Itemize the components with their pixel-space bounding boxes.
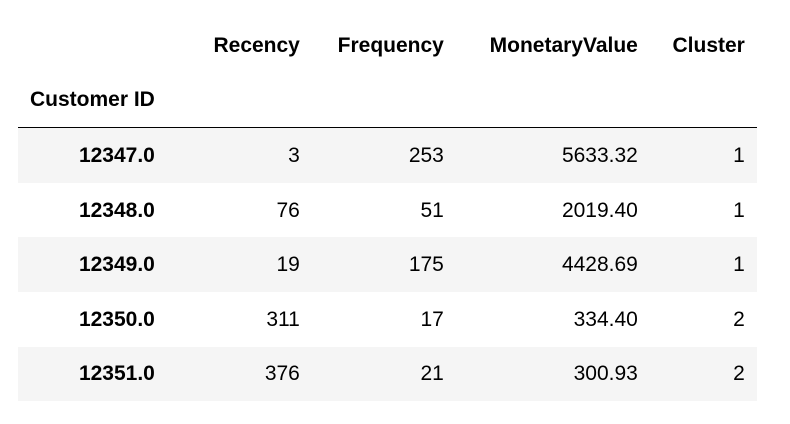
row-index-cell: 12351.0 bbox=[78, 362, 155, 386]
index-name-row: Customer ID bbox=[18, 72, 757, 129]
header-corner-cell bbox=[18, 18, 179, 73]
index-row-empty-cell bbox=[443, 72, 638, 129]
monetary-value-cell: 300.93 bbox=[573, 362, 638, 386]
monetary-value-cell: 5633.32 bbox=[561, 143, 638, 167]
index-name-label: Customer ID bbox=[18, 72, 179, 129]
column-header-monetary-value: MonetaryValue bbox=[489, 33, 638, 57]
column-header-frequency: Frequency bbox=[337, 33, 444, 57]
frequency-cell: 253 bbox=[408, 143, 444, 167]
row-index-cell: 12349.0 bbox=[78, 253, 155, 277]
row-index-cell: 12347.0 bbox=[78, 143, 155, 167]
index-row-empty-cell bbox=[178, 72, 300, 129]
cluster-cell: 2 bbox=[733, 307, 745, 331]
table-row: 12350.0 311 17 334.40 2 bbox=[18, 291, 757, 347]
recency-cell: 3 bbox=[288, 143, 300, 167]
recency-cell: 76 bbox=[276, 198, 300, 222]
dataframe-table: Recency Frequency MonetaryValue Cluster … bbox=[18, 18, 757, 402]
frequency-cell: 17 bbox=[420, 307, 444, 331]
table-body: 12347.0 3 253 5633.32 1 12348.0 76 51 20… bbox=[18, 127, 757, 402]
monetary-value-cell: 2019.40 bbox=[561, 198, 638, 222]
table-header: Recency Frequency MonetaryValue Cluster … bbox=[18, 18, 757, 129]
frequency-cell: 21 bbox=[420, 362, 444, 386]
column-header-cluster: Cluster bbox=[672, 33, 745, 57]
cluster-cell: 1 bbox=[733, 253, 745, 277]
recency-cell: 376 bbox=[264, 362, 300, 386]
column-header-recency: Recency bbox=[213, 33, 300, 57]
monetary-value-cell: 334.40 bbox=[573, 307, 638, 331]
row-index-cell: 12350.0 bbox=[78, 307, 155, 331]
monetary-value-cell: 4428.69 bbox=[561, 253, 638, 277]
recency-cell: 19 bbox=[276, 253, 300, 277]
row-index-cell: 12348.0 bbox=[78, 198, 155, 222]
index-row-empty-cell bbox=[299, 72, 444, 129]
table-row: 12347.0 3 253 5633.32 1 bbox=[18, 127, 757, 183]
frequency-cell: 175 bbox=[408, 253, 444, 277]
cluster-cell: 1 bbox=[733, 143, 745, 167]
table-row: 12351.0 376 21 300.93 2 bbox=[18, 346, 757, 402]
cluster-cell: 2 bbox=[733, 362, 745, 386]
cluster-cell: 1 bbox=[733, 198, 745, 222]
column-header-row: Recency Frequency MonetaryValue Cluster bbox=[18, 18, 757, 73]
table-row: 12349.0 19 175 4428.69 1 bbox=[18, 237, 757, 292]
index-row-empty-cell bbox=[637, 72, 757, 129]
frequency-cell: 51 bbox=[420, 198, 444, 222]
table-row: 12348.0 76 51 2019.40 1 bbox=[18, 182, 757, 238]
recency-cell: 311 bbox=[266, 307, 300, 331]
